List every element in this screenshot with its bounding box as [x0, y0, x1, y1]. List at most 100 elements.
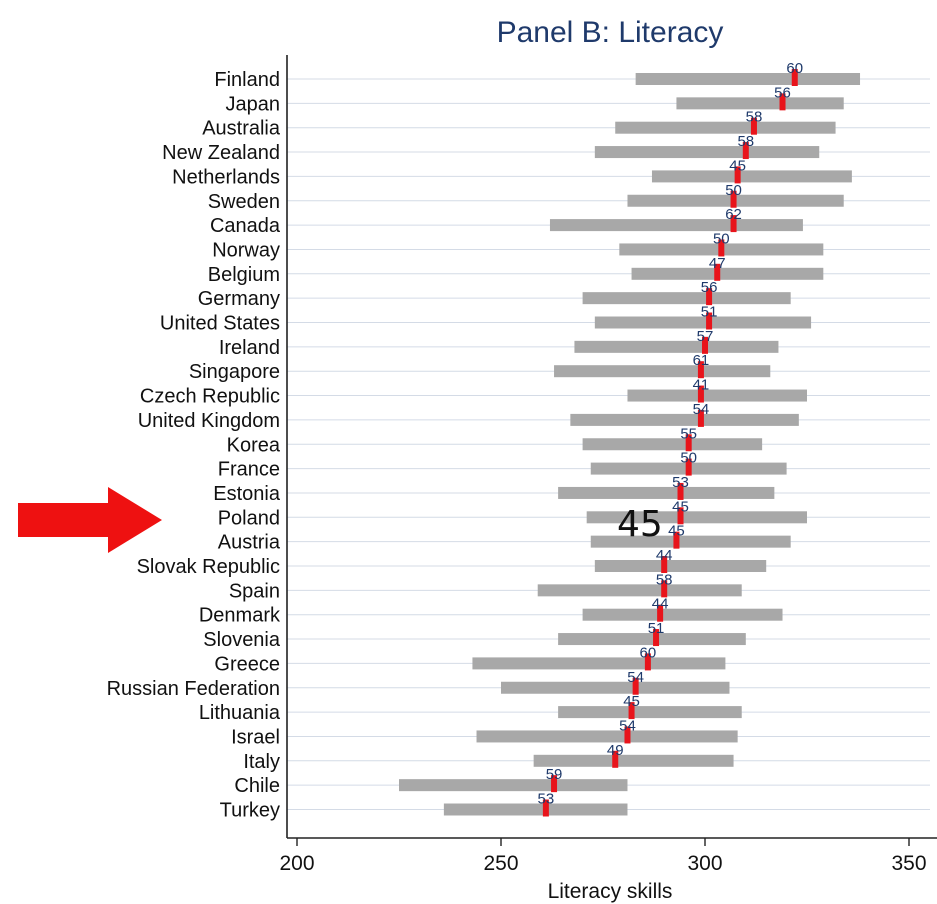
data-label-lithuania: 45 [623, 693, 640, 710]
data-label-new-zealand: 58 [737, 133, 754, 150]
range-bar-greece [472, 657, 726, 670]
country-label-poland: Poland [218, 507, 280, 529]
x-axis-label: Literacy skills [548, 880, 673, 903]
data-label-singapore: 61 [693, 352, 710, 369]
data-label-estonia: 53 [672, 474, 689, 491]
range-bar-denmark [582, 608, 783, 621]
mean-marker-russian-federation [632, 677, 639, 695]
mean-marker-japan [779, 93, 786, 111]
data-label-norway: 50 [713, 230, 730, 247]
range-bar-austria [590, 535, 791, 548]
range-bar-chile [399, 779, 628, 792]
range-bar-united-states [594, 316, 812, 329]
country-label-new-zealand: New Zealand [162, 142, 280, 164]
mean-marker-lithuania [628, 702, 635, 720]
country-label-canada: Canada [210, 215, 281, 237]
data-label-netherlands: 45 [729, 157, 746, 174]
data-label-slovenia: 51 [648, 620, 665, 637]
range-bar-russian-federation [501, 681, 730, 694]
data-label-united-kingdom: 54 [693, 401, 710, 418]
country-label-russian-federation: Russian Federation [107, 678, 280, 700]
mean-marker-belgium [714, 263, 721, 281]
data-label-finland: 60 [786, 60, 803, 77]
pointer-arrow [18, 487, 162, 553]
range-bar-finland [635, 73, 861, 85]
mean-marker-canada [730, 215, 737, 233]
data-label-israel: 54 [619, 717, 636, 734]
range-bar-italy [533, 754, 734, 767]
range-bar-ireland [574, 340, 779, 353]
country-label-greece: Greece [214, 653, 280, 675]
country-label-slovak-republic: Slovak Republic [137, 556, 280, 578]
mean-marker-austria [673, 531, 680, 549]
x-tick-label-300: 300 [687, 852, 722, 875]
data-label-greece: 60 [640, 644, 657, 661]
data-label-slovak-republic: 44 [656, 547, 673, 564]
mean-marker-czech-republic [697, 385, 704, 403]
data-label-belgium: 47 [709, 255, 726, 272]
country-label-sweden: Sweden [208, 191, 280, 213]
data-label-poland: 45 [672, 498, 689, 515]
data-label-korea: 55 [680, 425, 697, 442]
data-label-turkey: 53 [538, 791, 555, 808]
range-bar-belgium [631, 267, 824, 280]
country-label-finland: Finland [214, 69, 280, 91]
data-label-germany: 56 [701, 279, 718, 296]
range-bar-japan [676, 97, 844, 110]
range-bar-australia [615, 121, 836, 134]
country-label-united-states: United States [160, 313, 280, 335]
data-label-ireland: 57 [697, 328, 714, 345]
mean-marker-poland [677, 507, 684, 525]
data-label-austria: 45 [668, 523, 685, 540]
mean-marker-australia [750, 117, 757, 135]
data-label-australia: 58 [746, 109, 763, 126]
range-bar-korea [582, 438, 763, 451]
x-tick-label-350: 350 [891, 852, 926, 875]
mean-marker-slovak-republic [661, 556, 668, 573]
range-bar-poland [586, 511, 807, 524]
mean-marker-france [685, 458, 692, 476]
country-label-italy: Italy [243, 751, 280, 773]
mean-marker-ireland [702, 336, 708, 354]
country-label-belgium: Belgium [208, 264, 280, 286]
mean-marker-spain [661, 580, 668, 598]
x-tick-label-250: 250 [483, 852, 518, 875]
data-label-italy: 49 [607, 742, 624, 759]
country-label-austria: Austria [218, 532, 281, 554]
data-label-czech-republic: 41 [693, 377, 710, 394]
range-bar-slovak-republic [594, 560, 767, 572]
data-label-russian-federation: 54 [627, 669, 644, 686]
country-label-korea: Korea [227, 434, 281, 456]
country-label-australia: Australia [202, 118, 281, 140]
range-bar-netherlands [651, 170, 852, 183]
mean-marker-israel [624, 726, 631, 744]
range-bar-new-zealand [594, 146, 820, 159]
poland-callout-value: 45 [617, 504, 663, 545]
mean-marker-united-kingdom [697, 409, 704, 427]
data-label-japan: 56 [774, 84, 791, 101]
mean-marker-sweden [730, 190, 737, 208]
mean-marker-estonia [677, 482, 684, 500]
range-bar-lithuania [558, 706, 742, 719]
mean-marker-turkey [542, 799, 549, 817]
mean-marker-norway [718, 239, 725, 257]
country-label-germany: Germany [198, 288, 280, 310]
country-label-netherlands: Netherlands [172, 166, 280, 188]
mean-marker-singapore [697, 361, 704, 379]
mean-marker-finland [791, 69, 798, 86]
mean-marker-netherlands [734, 166, 741, 184]
x-tick-label-200: 200 [279, 852, 314, 875]
chart-title: Panel B: Literacy [497, 16, 724, 49]
range-bar-israel [476, 730, 738, 743]
country-label-france: France [218, 459, 280, 481]
country-label-chile: Chile [234, 775, 280, 797]
country-label-estonia: Estonia [213, 483, 281, 505]
country-label-lithuania: Lithuania [199, 702, 281, 724]
mean-marker-united-states [706, 312, 713, 330]
range-bar-turkey [443, 803, 628, 816]
range-bar-czech-republic [627, 389, 807, 402]
data-label-sweden: 50 [725, 182, 742, 199]
country-label-turkey: Turkey [220, 800, 280, 822]
